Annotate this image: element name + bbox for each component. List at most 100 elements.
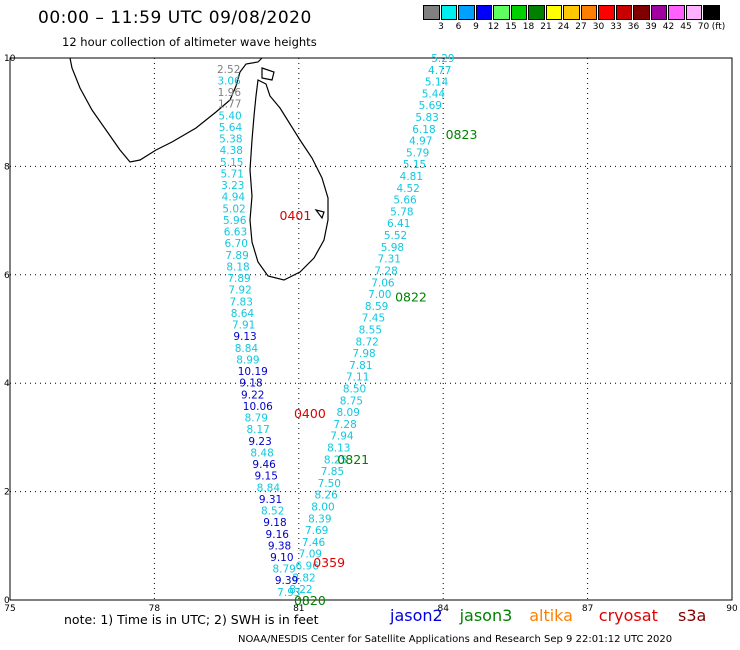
wave-height-value: 7.69 [305,525,328,537]
lat-tick-label: 10 [4,54,16,64]
scale-label: 24 [557,22,570,32]
wave-height-value: 7.28 [333,419,356,431]
lon-tick-label: 87 [582,604,593,614]
pass-time-label: 0401 [280,208,312,223]
wave-height-value: 8.79 [245,413,268,425]
scale-label: 3 [438,22,444,32]
wave-height-value: 4.94 [222,192,246,204]
wave-height-value: 4.97 [409,136,432,148]
wave-height-value: 3.06 [217,75,241,87]
wave-height-value: 5.52 [384,230,407,242]
wave-height-value: 9.23 [248,436,271,448]
wave-height-value: 8.82 [292,572,315,584]
wave-height-value: 9.31 [259,494,282,506]
wave-height-value: 7.31 [378,254,401,266]
pass-time-label: 0822 [395,289,427,304]
wave-height-value: 5.29 [431,53,454,65]
coastline [69,57,329,281]
scale-label: 36 [627,22,640,32]
wave-height-value: 9.38 [268,540,291,552]
legend-item: s3a [678,606,707,625]
wave-height-value: 8.00 [311,502,334,514]
wave-height-value: 6.96 [296,561,320,573]
scale-swatch [703,5,720,20]
scale-swatch [475,5,492,20]
wave-height-value: 8.59 [365,301,388,313]
scale-swatch [633,5,650,20]
wave-height-value: 8.22 [289,584,312,596]
india-coastline [69,57,263,163]
wave-height-value: 7.83 [230,296,253,308]
wave-height-value: 9.46 [252,459,276,471]
lat-tick-label: 4 [4,379,10,389]
wave-height-value: 7.46 [302,537,326,549]
scale-label: 70 [697,22,710,32]
scale-swatch [563,5,580,20]
scale-label: 9 [473,22,479,32]
page-subtitle: 12 hour collection of altimeter wave hei… [62,35,317,49]
wave-height-value: 6.63 [224,227,247,239]
wave-height-value: 6.18 [412,124,435,136]
scale-label: 18 [522,22,535,32]
scale-label: 27 [575,22,587,32]
footer-note: note: 1) Time is in UTC; 2) SWH is in fe… [64,612,319,627]
wave-height-value: 5.78 [390,206,413,218]
lat-tick-label: 6 [4,271,10,281]
wave-height-value: 9.18 [239,378,262,390]
wave-height-value: 8.55 [359,324,382,336]
scale-swatch [493,5,510,20]
wave-height-value: 7.91 [232,320,255,332]
wave-height-value: 8.48 [250,447,273,459]
wave-height-value: 7.11 [346,372,369,384]
wave-height-value: 6.70 [225,238,248,250]
wave-height-value: 5.14 [425,77,449,89]
wave-height-value: 7.98 [352,348,375,360]
wave-height-value: 5.83 [415,112,438,124]
coast-islet [261,67,275,81]
wave-height-value: 2.52 [217,64,240,76]
footer-credit: NOAA/NESDIS Center for Satellite Applica… [238,634,673,645]
scale-swatch [668,5,685,20]
coast-islet-2 [314,209,325,220]
wave-height-value: 10.06 [243,401,273,413]
wave-height-value: 5.40 [218,110,241,122]
wave-height-value: 5.44 [422,88,446,100]
wave-height-value: 5.66 [393,195,417,207]
wave-height-value: 5.15 [220,157,243,169]
scale-label: 45 [680,22,692,32]
lat-tick-label: 8 [4,162,10,172]
wave-height-value: 8.26 [314,490,338,502]
pass-time-label: 0400 [294,406,326,421]
map-frame [9,57,733,601]
wave-height-value: 4.77 [428,65,451,77]
scale-swatch [458,5,475,20]
wave-height-value: 9.10 [270,552,293,564]
pass-time-label: 0821 [337,452,369,467]
wave-height-value: 8.64 [231,308,255,320]
legend-item: jason3 [459,606,513,625]
wave-height-value: 7.50 [318,478,341,490]
scale-label: 6 [455,22,462,32]
wave-height-value: 4.38 [220,145,243,157]
pass-time-label: 0823 [446,127,478,142]
scale-swatch [423,5,440,20]
wave-height-value: 5.98 [381,242,404,254]
scale-swatch [650,5,667,20]
wave-height-value: 5.96 [223,215,247,227]
wave-height-value: 8.39 [308,513,331,525]
scale-swatch [580,5,597,20]
wave-height-value: 7.94 [330,431,354,443]
wave-height-value: 7.89 [225,250,248,262]
lon-tick-label: 81 [293,604,304,614]
wave-height-value: 8.09 [337,407,360,419]
legend-item: jason2 [390,606,443,625]
page-title: 00:00 – 11:59 UTC 09/08/2020 [38,8,312,28]
wave-height-value: 7.81 [349,360,372,372]
lat-tick-label: 2 [4,488,10,498]
wave-height-value: 7.93 [277,587,300,599]
wave-height-value: 7.45 [362,313,385,325]
wave-height-value: 5.15 [403,159,426,171]
wave-height-value: 5.71 [221,168,244,180]
scale-label: 15 [505,22,517,32]
legend-item: cryosat [598,606,658,625]
